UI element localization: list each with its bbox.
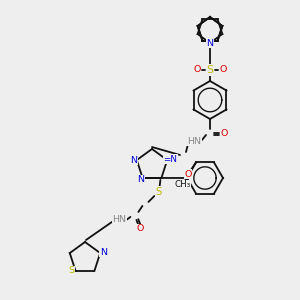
Text: N: N bbox=[100, 248, 107, 256]
Text: O: O bbox=[219, 65, 227, 74]
Text: S: S bbox=[206, 65, 214, 75]
Text: O: O bbox=[220, 128, 228, 137]
Text: N: N bbox=[206, 38, 214, 47]
Text: HN: HN bbox=[187, 136, 201, 146]
Text: S: S bbox=[69, 266, 75, 275]
Text: CH₃: CH₃ bbox=[175, 180, 191, 189]
Text: O: O bbox=[137, 224, 144, 233]
Text: S: S bbox=[155, 187, 162, 197]
Text: O: O bbox=[193, 65, 201, 74]
Text: O: O bbox=[184, 170, 192, 179]
Text: N: N bbox=[130, 156, 137, 165]
Text: N: N bbox=[137, 176, 144, 184]
Text: HN: HN bbox=[112, 215, 126, 224]
Text: =N: =N bbox=[163, 154, 177, 164]
